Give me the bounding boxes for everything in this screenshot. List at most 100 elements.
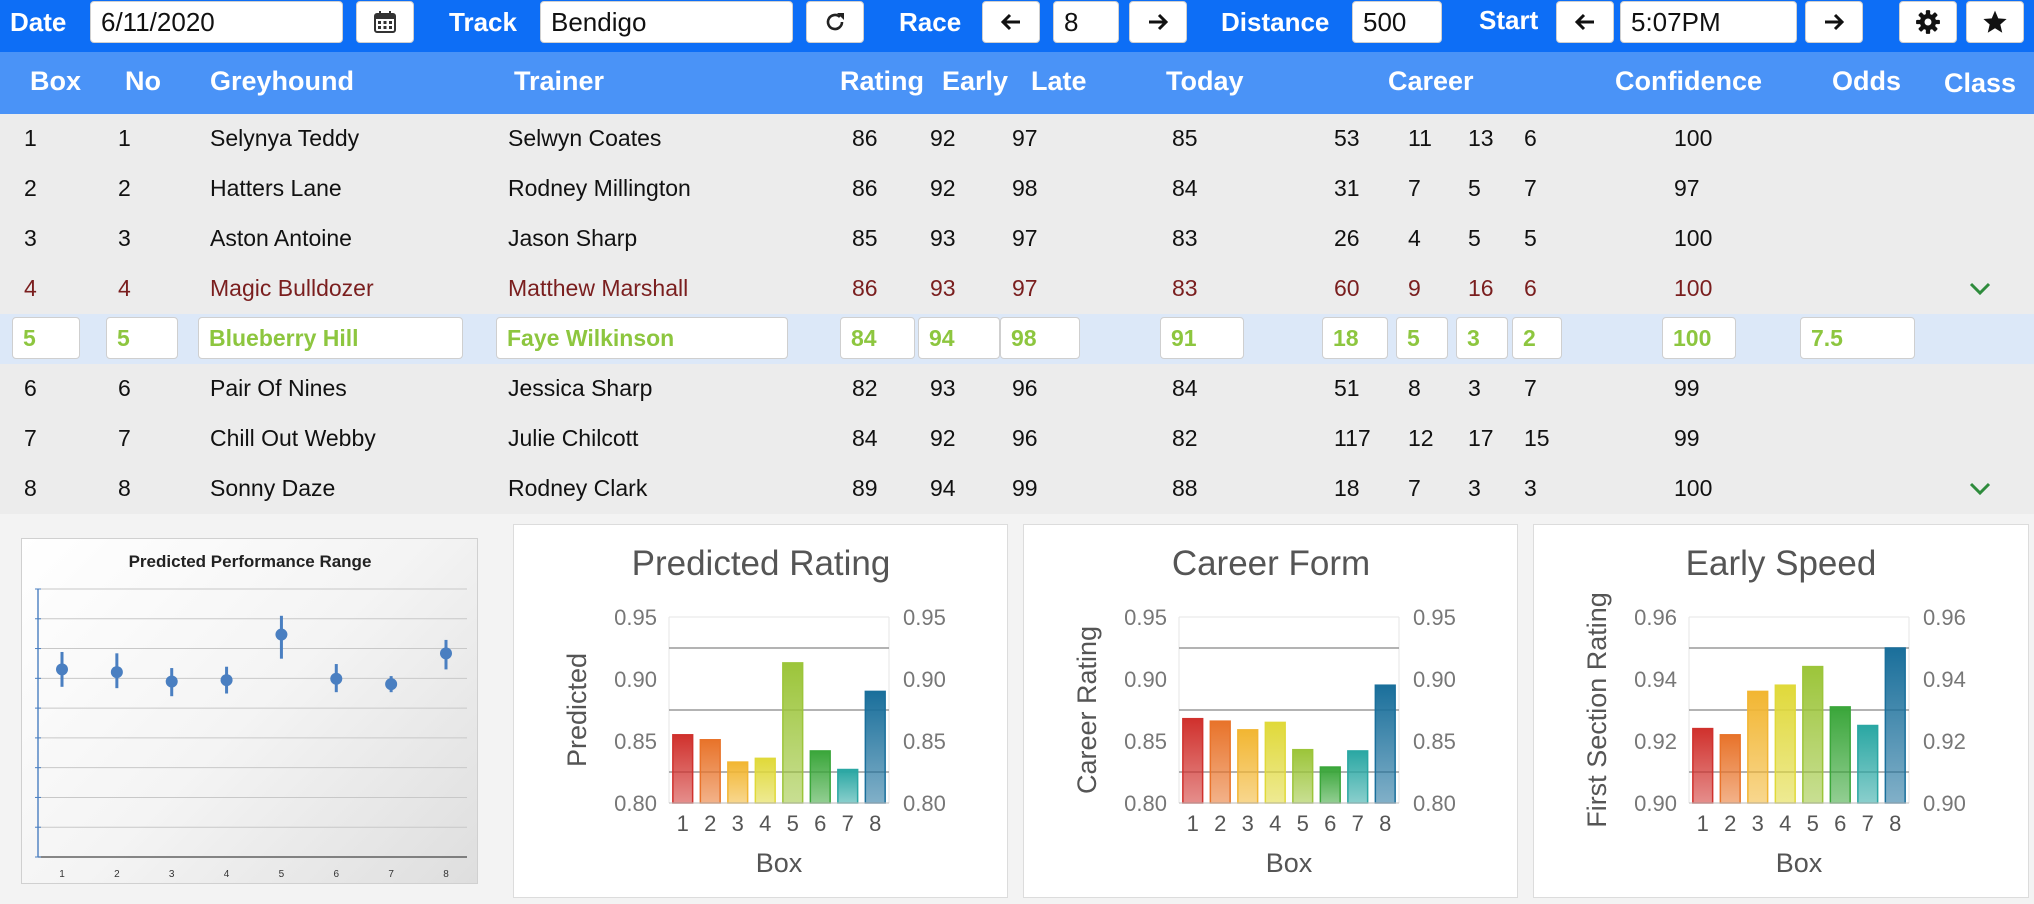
cell-c2: 7	[1408, 175, 1421, 201]
cell-confidence: 99	[1674, 375, 1700, 401]
bar	[1884, 647, 1906, 804]
cell-rating: 85	[852, 225, 878, 251]
settings-button[interactable]	[1899, 1, 1957, 43]
early-speed-panel: Early Speed 0.90 0.90 0.92 0.92 0.94 0.94 0.96 0…	[1533, 524, 2029, 898]
track-input[interactable]: Bendigo	[540, 1, 793, 43]
start-time-input[interactable]: 5:07PM	[1620, 1, 1797, 43]
cell-today: 88	[1172, 475, 1198, 501]
table-row[interactable]: 1 1 Selynya Teddy Selwyn Coates 86 92 97 85 53 11…	[0, 114, 2034, 164]
date-input[interactable]: 6/11/2020	[90, 1, 343, 43]
cell-c2: 4	[1408, 225, 1421, 251]
start-next-button[interactable]	[1805, 1, 1863, 43]
cell-c1: 60	[1334, 275, 1360, 301]
race-prev-button[interactable]	[982, 1, 1040, 43]
range-point	[220, 674, 233, 687]
career-form-panel: Career Form 0.80 0.80 0.85 0.85 0.90 0.90 0.95 0…	[1023, 524, 1518, 898]
table-row[interactable]: 2 2 Hatters Lane Rodney Millington 86 92 98 84 3…	[0, 164, 2034, 214]
col-odds[interactable]: Odds	[1832, 66, 1902, 96]
cell-greyhound: Aston Antoine	[210, 225, 352, 251]
chart-title: Predicted Rating	[632, 544, 891, 583]
cell-c3: 5	[1468, 175, 1481, 201]
chevron-down-icon[interactable]	[1968, 476, 1992, 500]
col-confidence[interactable]: Confidence	[1615, 66, 1763, 96]
cell-box[interactable]: 5	[12, 317, 80, 359]
col-early[interactable]: Early	[942, 66, 1009, 96]
cell-odds[interactable]: 7.5	[1800, 317, 1915, 359]
cell-c4: 3	[1524, 475, 1537, 501]
col-greyhound[interactable]: Greyhound	[210, 66, 355, 96]
cell-early: 92	[930, 125, 956, 151]
cell-greyhound[interactable]: Blueberry Hill	[198, 317, 463, 359]
table-row[interactable]: 3 3 Aston Antoine Jason Sharp 85 93 97 83 26 4 5 5 1…	[0, 214, 2034, 264]
cell-c3[interactable]: 3	[1456, 317, 1508, 359]
x-tick-label: 4	[1269, 811, 1281, 836]
col-today[interactable]: Today	[1166, 66, 1244, 96]
y2-tick-label: 0.96	[1923, 605, 1966, 630]
x-tick-label: 5	[1807, 811, 1819, 836]
col-class[interactable]: Class	[1944, 68, 2017, 98]
x-axis-label: Box	[756, 848, 803, 878]
cell-today: 82	[1172, 425, 1198, 451]
cell-no[interactable]: 5	[106, 317, 178, 359]
y-axis-label: Predicted	[562, 653, 592, 767]
cell-late: 98	[1012, 175, 1038, 201]
cell-no: 1	[118, 125, 131, 151]
calendar-button[interactable]	[356, 1, 414, 43]
cell-rating[interactable]: 84	[840, 317, 915, 359]
y-tick-label: 0.85	[614, 729, 657, 754]
cell-c3: 3	[1468, 375, 1481, 401]
cell-c4: 7	[1524, 375, 1537, 401]
bar	[699, 739, 721, 804]
table-row[interactable]: 8 8 Sonny Daze Rodney Clark 89 94 99 88 18 7 3 3 100	[0, 464, 2034, 514]
x-tick-label: 5	[279, 869, 285, 880]
col-trainer[interactable]: Trainer	[514, 66, 605, 96]
gear-icon	[1916, 10, 1940, 34]
race-input[interactable]: 8	[1053, 1, 1119, 43]
y2-tick-label: 0.90	[1923, 791, 1966, 816]
table-row[interactable]: 7 7 Chill Out Webby Julie Chilcott 84 92 96 82 1…	[0, 414, 2034, 464]
cell-trainer: Selwyn Coates	[508, 125, 662, 151]
distance-input[interactable]: 500	[1352, 1, 1442, 43]
bar	[1719, 734, 1741, 804]
favorite-button[interactable]	[1966, 1, 2024, 43]
col-box[interactable]: Box	[30, 66, 82, 96]
col-rating[interactable]: Rating	[840, 66, 924, 96]
bar	[1319, 766, 1341, 804]
race-next-button[interactable]	[1129, 1, 1187, 43]
cell-early[interactable]: 94	[918, 317, 1000, 359]
refresh-button[interactable]	[806, 1, 864, 43]
range-point	[165, 675, 178, 688]
cell-rating: 86	[852, 125, 878, 151]
cell-late[interactable]: 98	[1000, 317, 1080, 359]
table-row[interactable]: 4 4 Magic Bulldozer Matthew Marshall 86 93 97 8…	[0, 264, 2034, 314]
y2-tick-label: 0.92	[1923, 729, 1966, 754]
cell-c1[interactable]: 18	[1322, 317, 1388, 359]
y-tick-label: 0.92	[1634, 729, 1677, 754]
cell-c4[interactable]: 2	[1512, 317, 1562, 359]
col-no[interactable]: No	[125, 66, 161, 96]
arrow-right-icon	[1825, 13, 1845, 31]
col-career[interactable]: Career	[1388, 66, 1474, 96]
x-tick-label: 1	[59, 869, 65, 880]
bar	[1774, 684, 1796, 804]
cell-trainer[interactable]: Faye Wilkinson	[496, 317, 788, 359]
cell-today[interactable]: 91	[1160, 317, 1244, 359]
range-point	[56, 663, 68, 676]
bar	[1374, 684, 1396, 804]
bar	[672, 734, 694, 804]
x-tick-label: 2	[704, 811, 716, 836]
cell-late: 96	[1012, 375, 1038, 401]
y2-tick-label: 0.90	[1413, 667, 1456, 692]
cell-confidence[interactable]: 100	[1662, 317, 1736, 359]
start-prev-button[interactable]	[1556, 1, 1614, 43]
table-row[interactable]: 6 6 Pair Of Nines Jessica Sharp 82 93 96 84 51 8 3…	[0, 364, 2034, 414]
chevron-down-icon[interactable]	[1968, 276, 1992, 300]
col-late[interactable]: Late	[1031, 66, 1087, 96]
cell-c2[interactable]: 5	[1396, 317, 1448, 359]
y-tick-label: 0.90	[1634, 791, 1677, 816]
cell-trainer: Jessica Sharp	[508, 375, 653, 401]
table-row[interactable]: 5 5 Blueberry Hill Faye Wilkinson 84 94 98 91 18…	[0, 314, 2034, 364]
y2-tick-label: 0.85	[903, 729, 946, 754]
cell-box: 6	[24, 375, 37, 401]
cell-today: 84	[1172, 175, 1198, 201]
